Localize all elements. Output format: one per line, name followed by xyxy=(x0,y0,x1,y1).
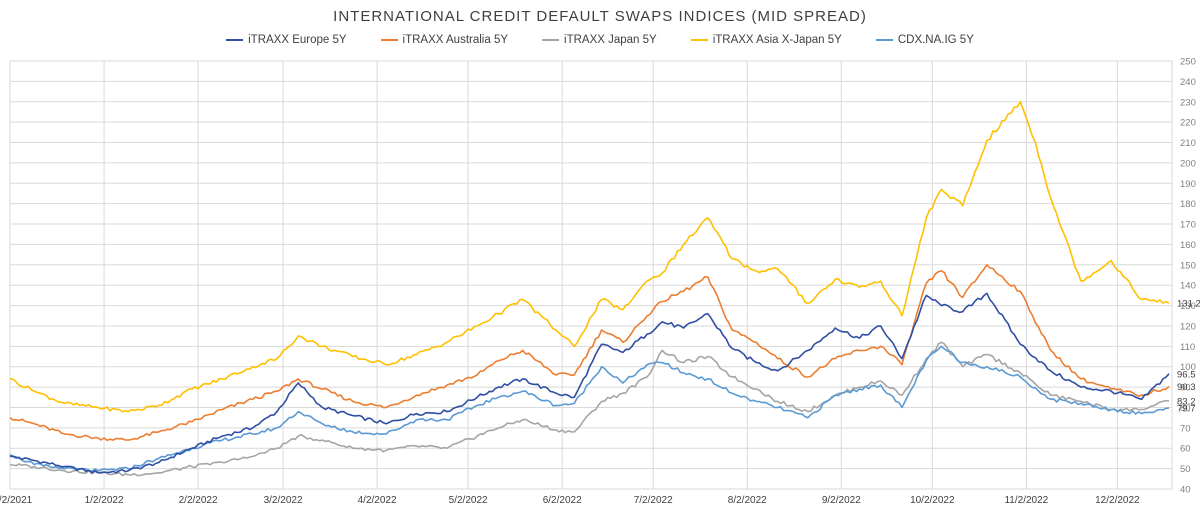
x-tick-label: 1/2/2022 xyxy=(85,495,124,506)
series-line-1 xyxy=(9,264,1170,442)
x-tick-label: 7/2/2022 xyxy=(634,495,673,506)
y-tick-label: 80 xyxy=(1180,403,1191,414)
legend-item: CDX.NA.IG 5Y xyxy=(875,34,974,46)
legend-item: iTRAXX Japan 5Y xyxy=(542,34,657,46)
x-tick-label: 12/2/2022 xyxy=(1095,495,1140,506)
x-tick-label: 8/2/2022 xyxy=(728,495,767,506)
y-tick-label: 140 xyxy=(1180,281,1196,292)
y-tick-label: 250 xyxy=(1180,57,1196,68)
end-value-label: 90.3 xyxy=(1177,382,1196,393)
legend-label: iTRAXX Asia X-Japan 5Y xyxy=(712,34,842,46)
y-tick-label: 230 xyxy=(1180,97,1196,108)
x-tick-label: 2/2/2022 xyxy=(179,495,218,506)
end-value-label: 96.5 xyxy=(1177,369,1196,380)
y-tick-label: 130 xyxy=(1180,301,1196,312)
y-tick-label: 50 xyxy=(1180,464,1191,475)
y-tick-label: 180 xyxy=(1180,199,1196,210)
y-tick-label: 70 xyxy=(1180,423,1191,434)
legend-swatch xyxy=(380,39,398,41)
y-tick-label: 120 xyxy=(1180,321,1196,332)
y-tick-label: 60 xyxy=(1180,444,1191,455)
legend-swatch xyxy=(690,39,708,41)
legend-label: iTRAXX Europe 5Y xyxy=(248,34,347,46)
y-tick-label: 200 xyxy=(1180,158,1196,169)
end-value-label: 83.2 xyxy=(1177,396,1196,407)
y-tick-label: 110 xyxy=(1180,342,1195,353)
x-tick-label: 5/2/2022 xyxy=(449,495,488,506)
y-tick-label: 150 xyxy=(1180,260,1196,271)
x-tick-label: 9/2/2022 xyxy=(822,495,861,506)
x-tick-label: 10/2/2022 xyxy=(910,495,955,506)
series-line-3 xyxy=(9,101,1170,413)
legend-swatch xyxy=(875,39,893,41)
y-tick-label: 40 xyxy=(1180,485,1191,496)
chart-title: INTERNATIONAL CREDIT DEFAULT SWAPS INDIC… xyxy=(333,8,867,25)
y-tick-label: 90 xyxy=(1180,383,1191,394)
y-tick-label: 210 xyxy=(1180,138,1196,149)
chart-legend: iTRAXX Europe 5Y iTRAXX Australia 5Y iTRAX… xyxy=(0,34,1200,46)
series-line-4 xyxy=(9,345,1170,473)
x-tick-label: 3/2/2022 xyxy=(264,495,303,506)
legend-item: iTRAXX Asia X-Japan 5Y xyxy=(690,34,842,46)
y-tick-label: 190 xyxy=(1180,179,1196,190)
y-tick-label: 220 xyxy=(1180,118,1196,129)
end-value-label: 131.2 xyxy=(1177,299,1200,310)
x-tick-label: 6/2/2022 xyxy=(543,495,582,506)
y-tick-label: 240 xyxy=(1180,77,1196,88)
legend-swatch xyxy=(542,39,560,41)
y-tick-label: 100 xyxy=(1180,362,1196,373)
legend-item: iTRAXX Europe 5Y xyxy=(226,34,347,46)
legend-label: iTRAXX Japan 5Y xyxy=(564,34,657,46)
y-tick-label: 160 xyxy=(1180,240,1196,251)
legend-swatch xyxy=(226,39,244,41)
series-line-0 xyxy=(9,292,1170,474)
legend-label: iTRAXX Australia 5Y xyxy=(402,34,509,46)
x-tick-label: 11/2/2022 xyxy=(1004,495,1048,506)
legend-label: CDX.NA.IG 5Y xyxy=(897,34,974,46)
x-tick-label: 12/2/2021 xyxy=(0,495,33,506)
series-line-2 xyxy=(9,341,1170,477)
x-tick-label: 4/2/2022 xyxy=(358,495,397,506)
legend-item: iTRAXX Australia 5Y xyxy=(380,34,509,46)
end-value-label: 79.7 xyxy=(1177,404,1196,415)
y-tick-label: 170 xyxy=(1180,220,1196,231)
